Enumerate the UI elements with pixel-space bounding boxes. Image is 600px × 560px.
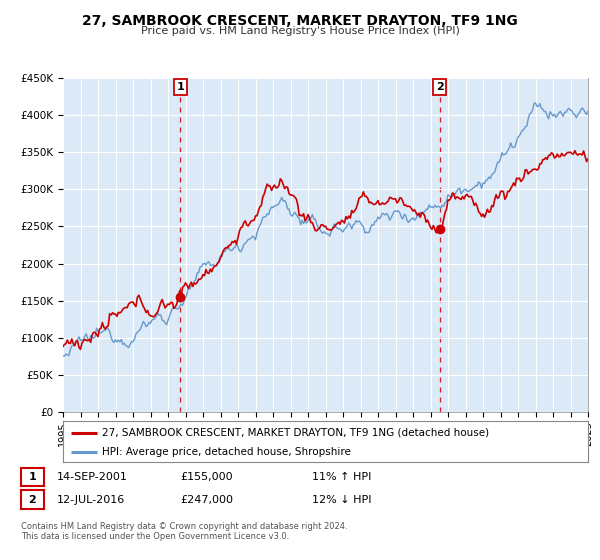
Text: £247,000: £247,000	[180, 494, 233, 505]
Text: 14-SEP-2001: 14-SEP-2001	[57, 472, 128, 482]
Text: 2: 2	[436, 82, 443, 92]
Text: 2: 2	[29, 494, 36, 505]
Text: 27, SAMBROOK CRESCENT, MARKET DRAYTON, TF9 1NG: 27, SAMBROOK CRESCENT, MARKET DRAYTON, T…	[82, 14, 518, 28]
Text: Contains HM Land Registry data © Crown copyright and database right 2024.
This d: Contains HM Land Registry data © Crown c…	[21, 522, 347, 542]
Text: HPI: Average price, detached house, Shropshire: HPI: Average price, detached house, Shro…	[103, 447, 351, 457]
Text: 27, SAMBROOK CRESCENT, MARKET DRAYTON, TF9 1NG (detached house): 27, SAMBROOK CRESCENT, MARKET DRAYTON, T…	[103, 428, 490, 437]
Text: Price paid vs. HM Land Registry's House Price Index (HPI): Price paid vs. HM Land Registry's House …	[140, 26, 460, 36]
Text: 1: 1	[29, 472, 36, 482]
Text: 12-JUL-2016: 12-JUL-2016	[57, 494, 125, 505]
Text: 11% ↑ HPI: 11% ↑ HPI	[312, 472, 371, 482]
Text: £155,000: £155,000	[180, 472, 233, 482]
Text: 12% ↓ HPI: 12% ↓ HPI	[312, 494, 371, 505]
Text: 1: 1	[176, 82, 184, 92]
